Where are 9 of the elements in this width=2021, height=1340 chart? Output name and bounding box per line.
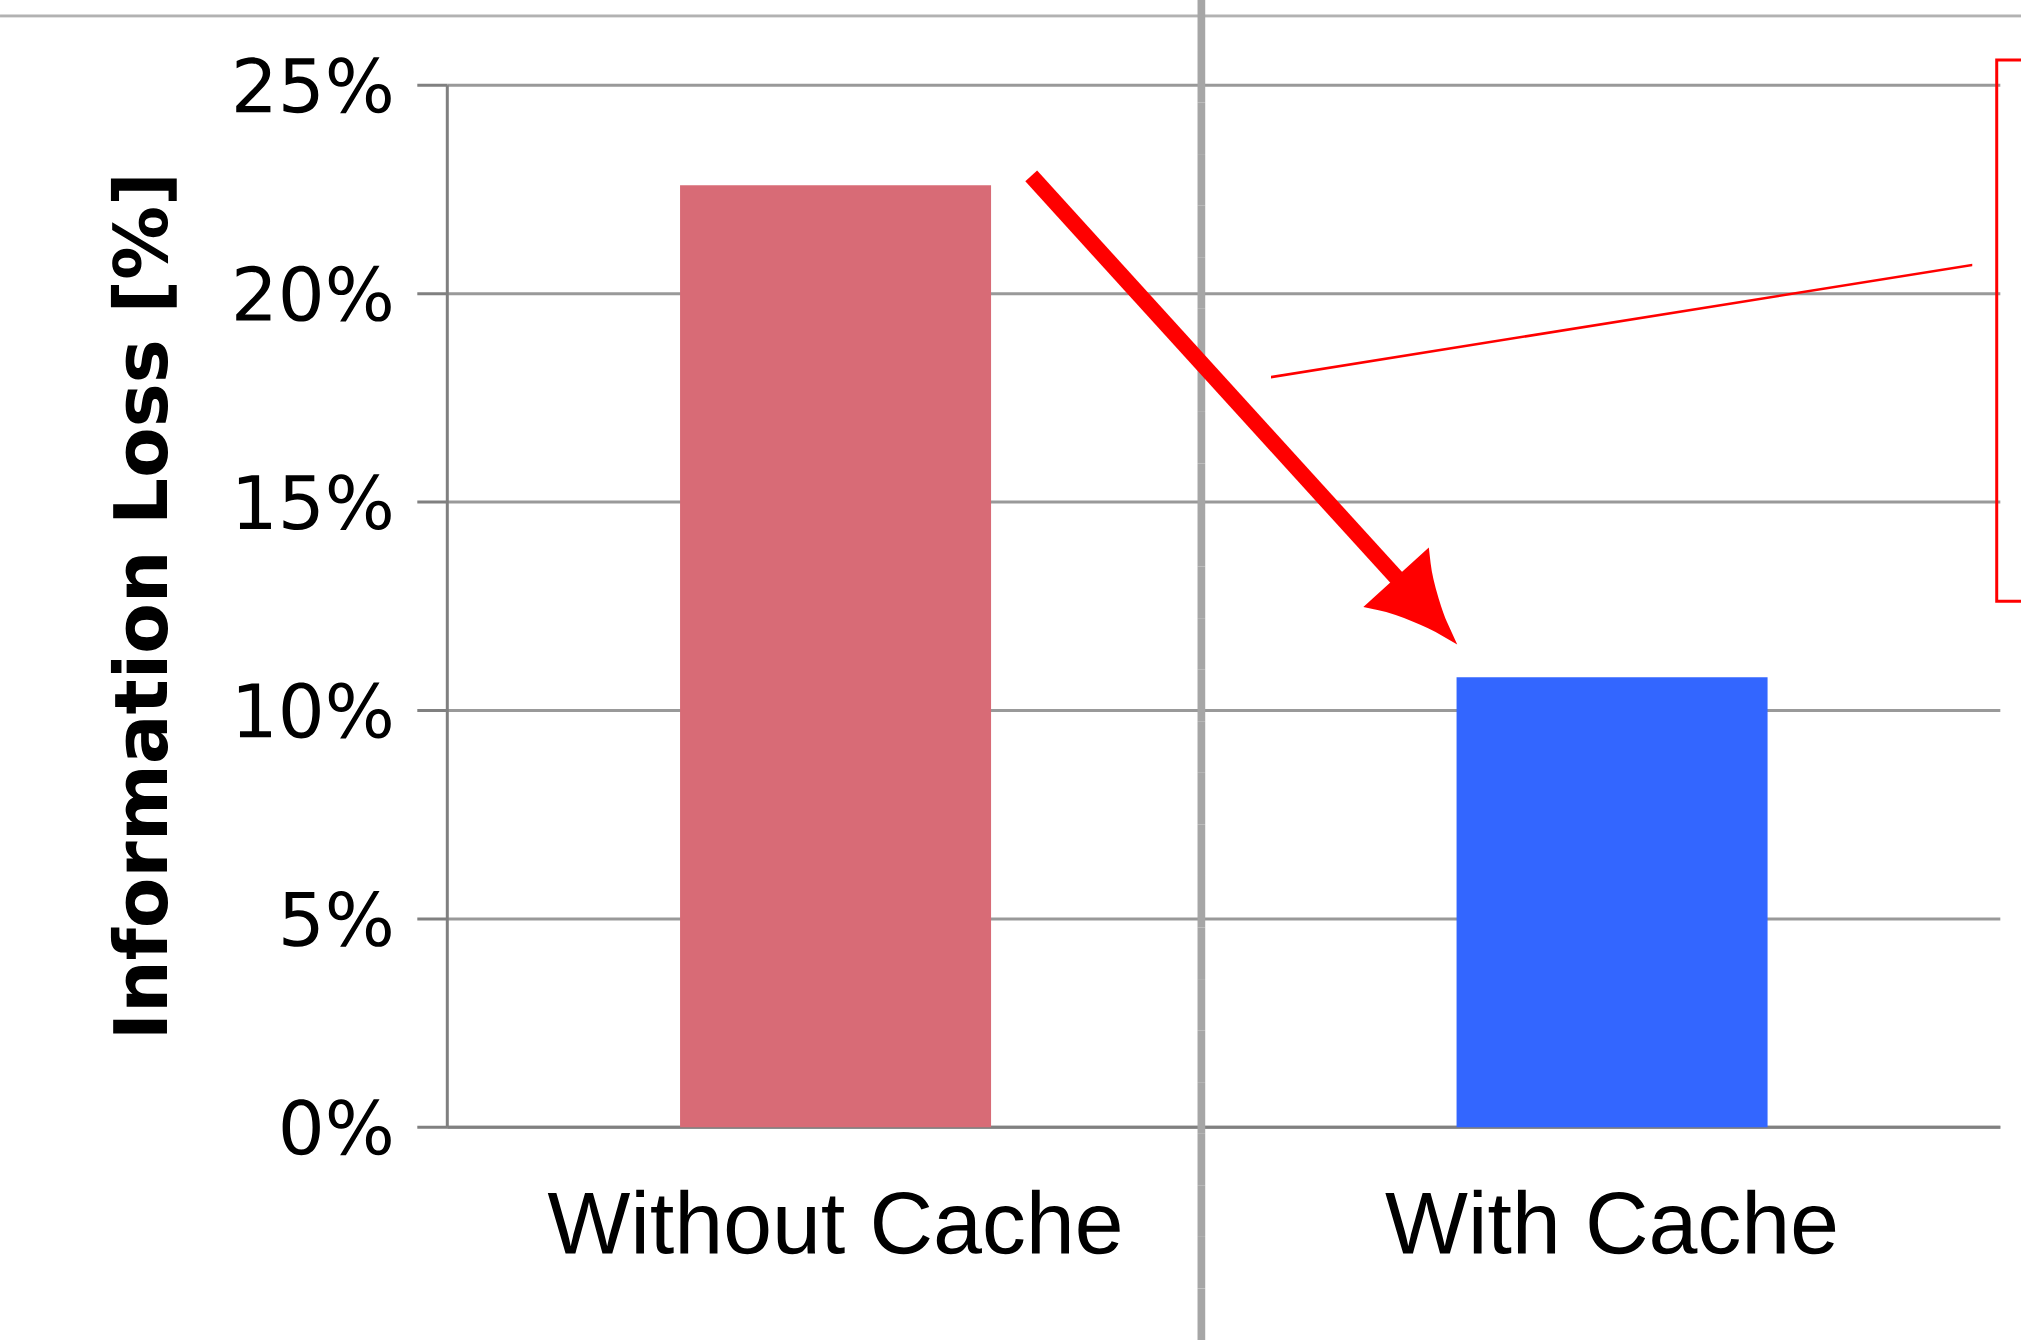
- y-tick-label: 25%: [236, 57, 391, 114]
- y-tick-label: 0%: [282, 1099, 391, 1156]
- x-tick-label: Without Cache: [547, 1189, 1120, 1255]
- y-tick-label: 20%: [236, 265, 391, 322]
- y-tick-label: 10%: [238, 682, 391, 739]
- y-tick-label: 15%: [238, 474, 391, 530]
- x-tick-label: With Cache: [1385, 1189, 1836, 1255]
- y-axis-title: Information Loss [%]: [110, 178, 177, 1034]
- y-tick-label: 5%: [283, 890, 391, 947]
